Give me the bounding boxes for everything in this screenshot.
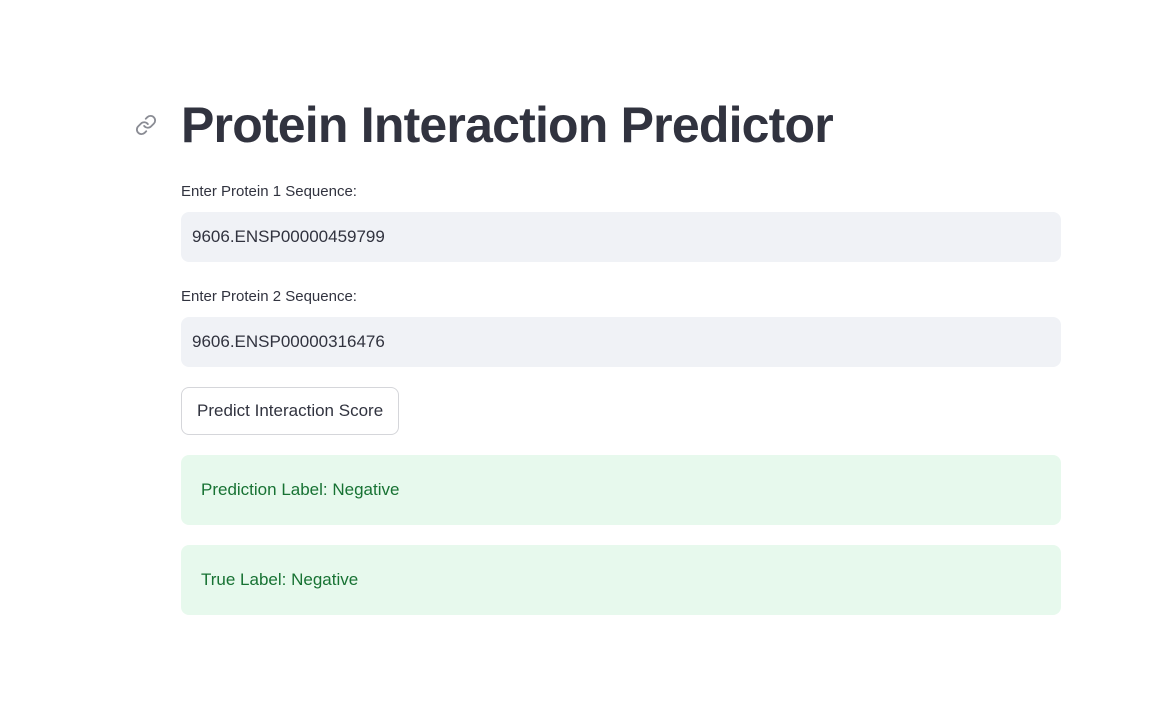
true-label-alert: True Label: Negative xyxy=(181,545,1061,615)
title-row: Protein Interaction Predictor xyxy=(135,94,834,156)
predict-button[interactable]: Predict Interaction Score xyxy=(181,387,400,435)
true-label-text: True Label: Negative xyxy=(201,570,359,589)
prediction-label-text: Prediction Label: Negative xyxy=(201,480,400,499)
protein-1-label: Enter Protein 1 Sequence: xyxy=(181,183,357,200)
link-icon[interactable] xyxy=(135,114,157,136)
page-title: Protein Interaction Predictor xyxy=(181,97,834,153)
protein-2-input[interactable] xyxy=(181,317,1061,367)
prediction-label-alert: Prediction Label: Negative xyxy=(181,455,1061,525)
protein-1-input[interactable] xyxy=(181,212,1061,262)
protein-2-label: Enter Protein 2 Sequence: xyxy=(181,288,357,305)
